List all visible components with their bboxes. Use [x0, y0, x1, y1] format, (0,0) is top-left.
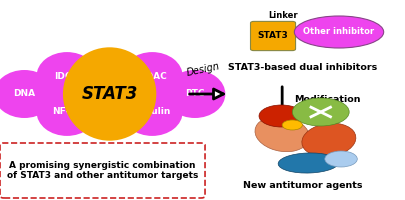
Text: DNA: DNA [13, 90, 35, 98]
Ellipse shape [0, 70, 55, 118]
Text: PTC: PTC [185, 90, 204, 98]
Text: IDO1: IDO1 [54, 72, 79, 81]
Text: New antitumor agents: New antitumor agents [242, 181, 361, 190]
Circle shape [292, 98, 348, 126]
FancyBboxPatch shape [250, 21, 295, 51]
Text: Other inhibitor: Other inhibitor [303, 27, 374, 36]
Ellipse shape [122, 88, 182, 136]
Text: STAT3-based dual inhibitors: STAT3-based dual inhibitors [227, 64, 376, 72]
Text: Modification: Modification [294, 96, 360, 104]
Text: Tubulin: Tubulin [133, 107, 171, 116]
Ellipse shape [294, 16, 383, 48]
Text: Linker: Linker [268, 11, 297, 20]
Circle shape [281, 120, 302, 130]
Text: A promising synergistic combination
of STAT3 and other antitumor targets: A promising synergistic combination of S… [7, 161, 198, 180]
FancyBboxPatch shape [0, 143, 205, 198]
Text: STAT3: STAT3 [81, 85, 137, 103]
Ellipse shape [254, 116, 309, 152]
Ellipse shape [324, 151, 356, 167]
Ellipse shape [36, 52, 97, 100]
Ellipse shape [122, 52, 182, 100]
Circle shape [258, 105, 303, 127]
Ellipse shape [36, 88, 97, 136]
Text: NF-κB: NF-κB [51, 107, 82, 116]
Text: HDAC: HDAC [138, 72, 166, 81]
Ellipse shape [63, 47, 156, 141]
Ellipse shape [301, 123, 355, 157]
Text: Design: Design [185, 61, 220, 78]
Ellipse shape [164, 70, 225, 118]
Ellipse shape [277, 153, 338, 173]
Text: STAT3: STAT3 [257, 31, 288, 40]
